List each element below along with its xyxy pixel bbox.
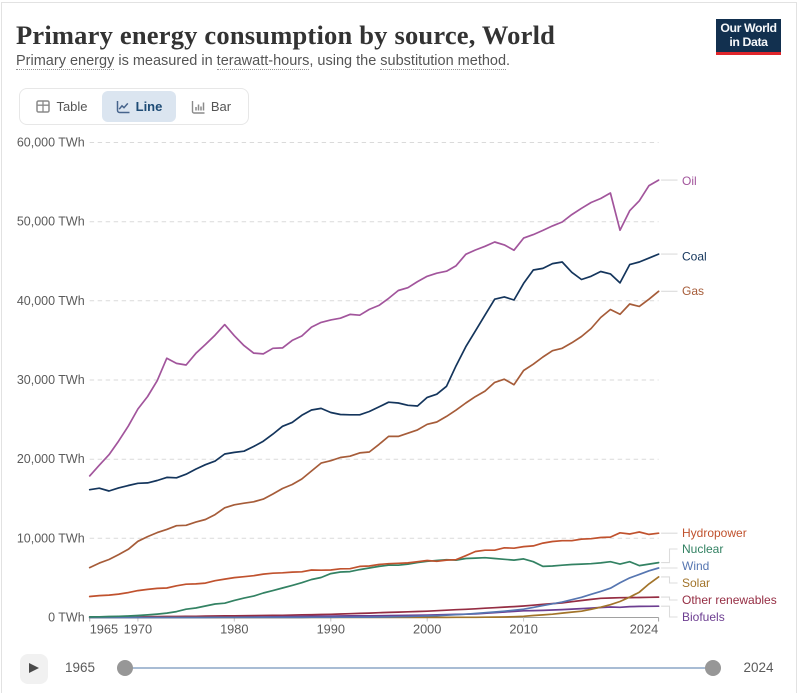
svg-text:Solar: Solar bbox=[682, 576, 710, 590]
svg-text:0 TWh: 0 TWh bbox=[48, 611, 85, 625]
svg-text:30,000 TWh: 30,000 TWh bbox=[17, 373, 85, 387]
svg-text:Biofuels: Biofuels bbox=[682, 610, 725, 624]
svg-text:2000: 2000 bbox=[413, 622, 441, 637]
svg-text:Gas: Gas bbox=[682, 284, 704, 298]
svg-text:1980: 1980 bbox=[220, 622, 248, 637]
svg-text:Wind: Wind bbox=[682, 559, 709, 573]
svg-text:2010: 2010 bbox=[509, 622, 537, 637]
svg-text:Other renewables: Other renewables bbox=[682, 593, 777, 607]
svg-text:40,000 TWh: 40,000 TWh bbox=[17, 294, 85, 308]
svg-text:10,000 TWh: 10,000 TWh bbox=[17, 531, 85, 545]
svg-text:2024: 2024 bbox=[630, 622, 658, 637]
svg-text:Nuclear: Nuclear bbox=[682, 542, 723, 556]
svg-text:Hydropower: Hydropower bbox=[682, 526, 747, 540]
svg-text:1990: 1990 bbox=[317, 622, 345, 637]
svg-text:1965: 1965 bbox=[90, 622, 118, 637]
svg-text:1970: 1970 bbox=[124, 622, 152, 637]
svg-text:20,000 TWh: 20,000 TWh bbox=[17, 452, 85, 466]
svg-text:60,000 TWh: 60,000 TWh bbox=[17, 136, 85, 150]
svg-text:Coal: Coal bbox=[682, 250, 707, 264]
svg-text:Oil: Oil bbox=[682, 174, 697, 188]
svg-text:50,000 TWh: 50,000 TWh bbox=[17, 215, 85, 229]
